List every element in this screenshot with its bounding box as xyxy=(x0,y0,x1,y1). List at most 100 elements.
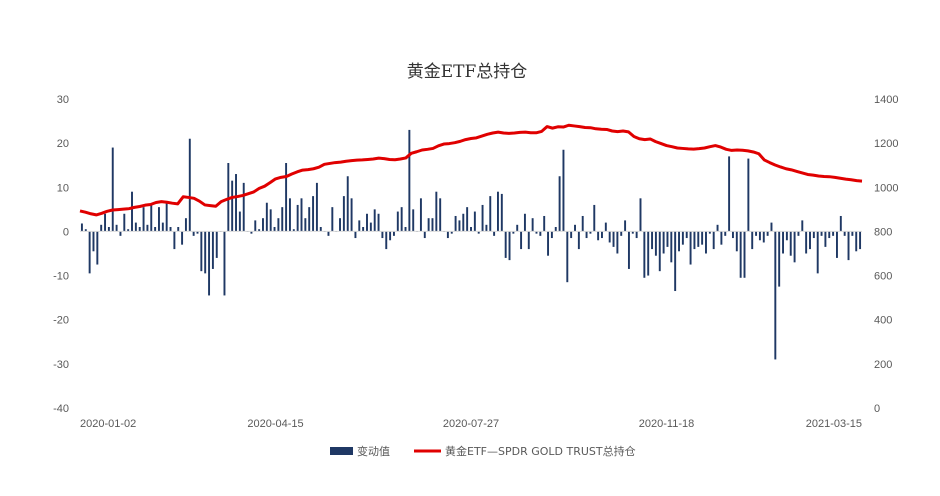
bar xyxy=(527,231,530,250)
right-tick-label: 200 xyxy=(874,359,892,371)
bar xyxy=(238,211,241,232)
bar xyxy=(181,231,184,245)
bar xyxy=(782,231,784,254)
bar xyxy=(173,231,176,250)
bar xyxy=(689,231,692,265)
bar xyxy=(134,222,137,232)
bar xyxy=(674,231,677,292)
bar xyxy=(516,224,519,232)
bar xyxy=(816,231,819,274)
bar xyxy=(566,231,569,283)
bar xyxy=(747,158,750,232)
bar xyxy=(550,231,553,239)
bar xyxy=(797,231,800,236)
left-tick-label: -30 xyxy=(53,359,69,371)
x-tick-label: 2020-01-02 xyxy=(80,418,136,430)
bar xyxy=(643,231,646,278)
left-tick-label: 0 xyxy=(63,226,69,238)
bar xyxy=(728,156,731,232)
bar xyxy=(123,213,126,232)
bar xyxy=(315,182,318,232)
bar xyxy=(150,204,153,232)
bar xyxy=(855,231,858,252)
bar xyxy=(400,207,403,232)
bar xyxy=(574,224,576,232)
bar xyxy=(223,231,226,296)
bar xyxy=(762,231,765,243)
bar xyxy=(200,231,203,272)
bar xyxy=(758,231,761,241)
bar xyxy=(327,231,330,236)
bar xyxy=(543,215,546,232)
bar xyxy=(281,207,284,232)
left-tick-label: 20 xyxy=(57,138,69,150)
bar xyxy=(115,224,118,232)
bar xyxy=(639,198,642,232)
bar xyxy=(485,224,488,232)
bar xyxy=(408,129,411,232)
bar xyxy=(504,231,507,258)
bar xyxy=(612,231,615,247)
bar xyxy=(331,207,334,232)
bar xyxy=(554,227,557,232)
bar xyxy=(154,227,157,232)
bar xyxy=(859,231,862,250)
bar xyxy=(832,231,835,236)
bar xyxy=(481,204,484,232)
bar xyxy=(589,231,592,234)
bar xyxy=(593,204,596,232)
left-tick-label: -10 xyxy=(53,271,69,283)
bar xyxy=(801,220,804,232)
bar xyxy=(585,231,588,239)
bar xyxy=(285,163,288,232)
bar xyxy=(265,202,268,232)
bar xyxy=(851,231,854,236)
bar xyxy=(616,231,619,254)
left-tick-label: 10 xyxy=(57,182,69,194)
bar xyxy=(697,231,700,247)
bar xyxy=(778,231,781,287)
bar xyxy=(84,229,87,232)
bar xyxy=(847,231,850,261)
bar xyxy=(766,231,769,236)
bar xyxy=(88,231,91,274)
x-axis: 2020-01-02 2020-04-15 2020-07-27 2020-11-18… xyxy=(80,418,862,430)
bar xyxy=(350,198,353,232)
bar xyxy=(262,218,264,232)
bar xyxy=(701,231,704,245)
bar xyxy=(539,231,542,236)
bar xyxy=(520,231,523,250)
bar xyxy=(839,215,842,232)
bar xyxy=(184,218,187,232)
bar xyxy=(204,231,207,274)
bar xyxy=(292,229,295,232)
bar xyxy=(558,176,561,232)
right-tick-label: 400 xyxy=(874,315,892,327)
bar xyxy=(369,222,372,232)
bar xyxy=(258,229,261,232)
bar xyxy=(824,231,827,247)
bar xyxy=(466,207,469,232)
bar xyxy=(373,209,376,232)
bar xyxy=(477,231,480,234)
bar xyxy=(604,222,607,232)
bar xyxy=(342,196,345,232)
bar xyxy=(793,231,796,263)
right-y-axis: 1400 1200 1000 800 600 400 200 0 xyxy=(874,94,898,415)
bar xyxy=(300,198,303,232)
bar xyxy=(104,213,107,232)
right-tick-label: 1200 xyxy=(874,138,898,150)
bar xyxy=(497,191,499,232)
bar xyxy=(681,231,684,245)
bar xyxy=(412,209,415,232)
bar xyxy=(624,220,627,232)
bar xyxy=(235,174,237,232)
legend-bar-swatch xyxy=(330,447,353,455)
bar xyxy=(304,218,307,232)
bar xyxy=(142,207,145,232)
bar xyxy=(597,231,600,241)
x-tick-label: 2020-04-15 xyxy=(247,418,303,430)
bar xyxy=(427,218,430,232)
bar xyxy=(570,231,573,239)
